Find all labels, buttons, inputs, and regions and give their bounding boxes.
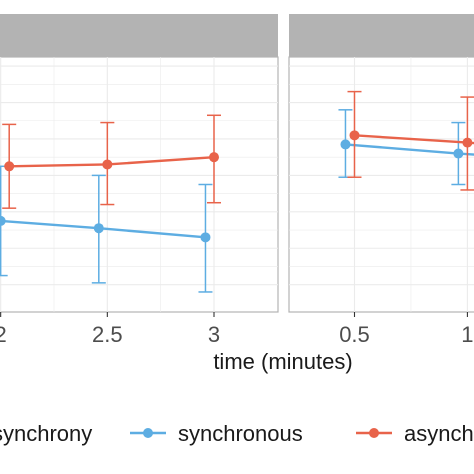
x-axis-title: time (minutes) (213, 349, 352, 374)
legend-key-dot-synchronous (143, 428, 153, 438)
data-point-synchronous (340, 139, 351, 150)
panels: 2 2.5 3 0.5 1 (0, 14, 474, 347)
panel-2: 0.5 1 (288, 14, 474, 347)
data-point-asynchronous (102, 159, 113, 170)
data-point-asynchronous (4, 161, 15, 172)
data-point-synchronous (93, 223, 104, 234)
data-point-asynchronous (209, 152, 219, 163)
panel-data (0, 114, 221, 293)
panel-background (288, 56, 474, 313)
data-point-asynchronous (462, 137, 473, 148)
x-tick-label: 2 (0, 322, 7, 347)
panel-strip (289, 14, 474, 57)
panel-strip (0, 14, 278, 57)
panel-background (0, 56, 279, 313)
x-tick-label: 2.5 (92, 322, 123, 347)
x-tick-label: 3 (208, 322, 220, 347)
data-point-asynchronous (349, 130, 360, 141)
data-point-synchronous (453, 148, 464, 159)
legend-label-asynchronous: asynchronous (404, 421, 474, 446)
data-point-synchronous (0, 215, 6, 226)
x-tick-label: 1 (461, 322, 473, 347)
legend-key-dot-asynchronous (369, 428, 379, 438)
legend: synchrony synchronous asynchronous (0, 421, 474, 446)
legend-label-synchronous: synchronous (178, 421, 303, 446)
data-point-synchronous (200, 232, 211, 243)
x-tick-label: 0.5 (339, 322, 370, 347)
legend-title: synchrony (0, 421, 92, 446)
panel-1: 2 2.5 3 (0, 14, 279, 347)
panel-data (338, 90, 474, 191)
